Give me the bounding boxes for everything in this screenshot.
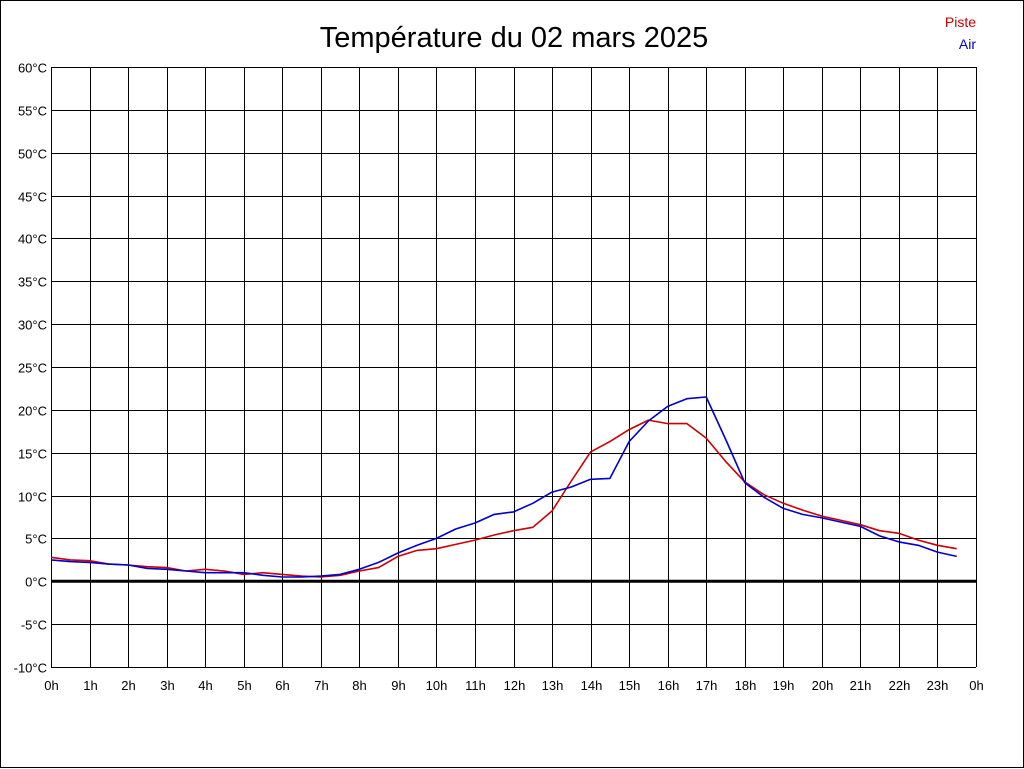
x-tick-label: 15h [619,678,641,693]
y-tick-label: 35°C [18,275,47,290]
y-tick-label: -10°C [14,661,47,676]
y-tick-label: 45°C [18,190,47,205]
x-tick-label: 23h [927,678,949,693]
x-tick-label: 1h [83,678,97,693]
series-line-air [50,396,957,578]
x-tick-label: 3h [160,678,174,693]
legend-entry-piste: Piste [945,14,976,30]
x-tick-label: 14h [581,678,603,693]
y-tick-label: 30°C [18,318,47,333]
y-tick-label: 5°C [25,532,47,547]
y-tick-label: 10°C [18,490,47,505]
series-lines [50,396,957,578]
x-axis-ticks: 0h 1h 2h 3h 4h 5h 6h 7h 8h 9h 10h 11h 12h 13h 14h 15h 16… [44,678,983,693]
x-tick-label: 8h [352,678,366,693]
x-tick-label: 7h [314,678,328,693]
grid [51,67,977,668]
x-tick-label: 20h [812,678,834,693]
x-tick-label: 11h [465,678,486,693]
x-tick-label: 0h [44,678,58,693]
y-tick-label: 15°C [18,447,47,462]
x-tick-label: 9h [391,678,405,693]
legend: Piste Air [945,14,976,52]
x-tick-label: 19h [773,678,795,693]
x-tick-label: 0h [969,678,983,693]
y-tick-label: -5°C [21,618,47,633]
chart-title: Température du 02 mars 2025 [320,22,709,54]
x-tick-label: 22h [889,678,911,693]
x-tick-label: 10h [426,678,448,693]
x-tick-label: 13h [542,678,564,693]
y-tick-label: 60°C [18,61,47,76]
x-tick-label: 16h [658,678,680,693]
y-tick-label: 20°C [18,404,47,419]
x-tick-label: 18h [735,678,757,693]
x-tick-label: 2h [121,678,135,693]
y-tick-label: 40°C [18,232,47,247]
y-tick-label: 25°C [18,361,47,376]
y-tick-label: 0°C [25,575,47,590]
x-tick-label: 17h [696,678,718,693]
x-tick-label: 12h [504,678,526,693]
y-tick-label: 55°C [18,104,47,119]
x-tick-label: 5h [237,678,251,693]
y-axis-ticks: 60°C 55°C 50°C 45°C 40°C 35°C 30°C 25°C 20°C 15°C… [14,61,47,676]
x-tick-label: 21h [850,678,872,693]
x-tick-label: 6h [275,678,289,693]
series-line-piste [50,419,957,578]
legend-entry-air: Air [959,36,976,52]
x-tick-label: 4h [198,678,212,693]
y-tick-label: 50°C [18,147,47,162]
